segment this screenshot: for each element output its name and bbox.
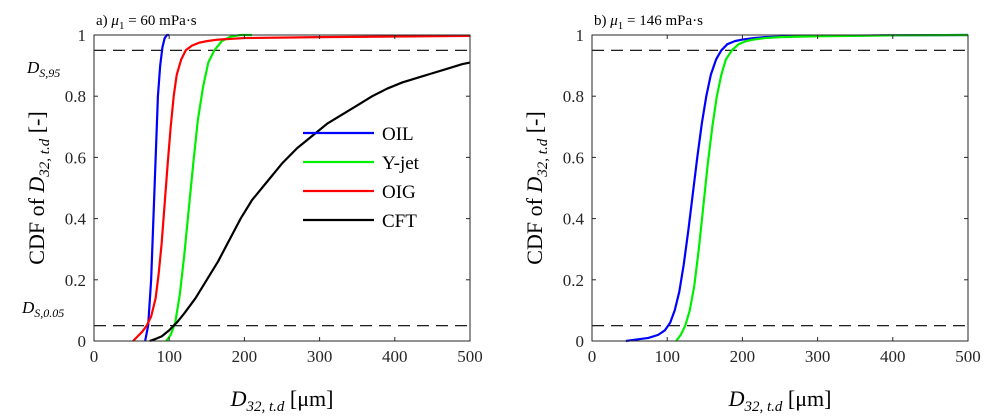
y-tick-label: 0.4 (563, 210, 585, 229)
text-part: b) (594, 13, 610, 29)
series-line-y-jet (165, 33, 252, 342)
axes-frame (93, 34, 471, 342)
x-tick-label: 0 (90, 347, 99, 366)
series-line-oil (144, 33, 170, 342)
text-part: a) (96, 13, 111, 29)
y-tick-label: 0.8 (65, 87, 86, 106)
text-part: D (230, 386, 247, 411)
text-part: 32, t.d (37, 138, 53, 177)
y-tick-label: 0.8 (563, 87, 584, 106)
x-tick-label: 200 (730, 347, 756, 366)
legend-label-y-jet: Y-jet (382, 153, 420, 174)
y-tick-label: 0.2 (65, 271, 86, 290)
text-part: CDF of (522, 193, 547, 265)
x-tick-label: 200 (232, 347, 258, 366)
text-part: [μm] (284, 386, 333, 411)
x-tick-label: 300 (805, 347, 831, 366)
x-tick-label: 500 (955, 347, 981, 366)
y-tick-label: 0 (78, 332, 87, 351)
y-tick-label: 0 (576, 332, 585, 351)
series-line-oig (132, 34, 471, 342)
text-part: D (26, 58, 40, 77)
text-part: μ (609, 13, 618, 29)
y-axis-label: CDF of D32, t.d [-] (24, 111, 53, 264)
annotation-1: DS,0.05 (21, 298, 64, 320)
text-part: S,95 (39, 66, 60, 80)
text-part: 32, t.d (743, 399, 782, 415)
y-tick-label: 1 (576, 26, 585, 45)
x-axis-label: D32, t.d [μm] (230, 386, 334, 415)
x-tick-label: 300 (307, 347, 333, 366)
x-tick-label: 100 (654, 347, 680, 366)
text-part: D (24, 177, 49, 194)
panel-title: b) μ1 = 146 mPa·s (594, 13, 703, 32)
text-part: [-] (522, 111, 547, 138)
series-line-cft (149, 61, 471, 343)
y-tick-label: 0.2 (563, 271, 584, 290)
legend-label-oil: OIL (382, 124, 414, 145)
text-part: [-] (24, 111, 49, 138)
y-axis-label: CDF of D32, t.d [-] (522, 111, 551, 264)
x-tick-label: 400 (382, 347, 408, 366)
text-part: [μm] (782, 386, 831, 411)
legend-label-cft: CFT (382, 211, 417, 232)
text-part: D (728, 386, 745, 411)
series-line-y-jet (675, 33, 969, 342)
text-part: D (522, 177, 547, 194)
legend-label-oig: OIG (382, 182, 416, 203)
text-part: 1 (119, 20, 125, 32)
text-part: 32, t.d (245, 399, 284, 415)
x-tick-label: 400 (880, 347, 906, 366)
x-axis-label: D32, t.d [μm] (728, 386, 832, 415)
y-tick-label: 0.6 (563, 148, 584, 167)
y-tick-label: 0.6 (65, 148, 86, 167)
text-part: 32, t.d (535, 138, 551, 177)
panel-title: a) μ1 = 60 mPa·s (96, 13, 197, 32)
x-tick-label: 0 (588, 347, 597, 366)
annotation-0: DS,95 (26, 58, 60, 80)
text-part: 1 (618, 20, 624, 32)
text-part: S,0.05 (34, 306, 64, 320)
text-part: = 60 mPa·s (124, 13, 196, 29)
text-part: = 146 mPa·s (623, 13, 703, 29)
text-part: CDF of (24, 193, 49, 265)
text-part: μ (110, 13, 119, 29)
x-tick-label: 500 (457, 347, 483, 366)
y-tick-label: 0.4 (65, 210, 87, 229)
y-tick-label: 1 (78, 26, 87, 45)
x-tick-label: 100 (156, 347, 182, 366)
text-part: D (21, 298, 35, 317)
axes-frame (591, 34, 969, 342)
